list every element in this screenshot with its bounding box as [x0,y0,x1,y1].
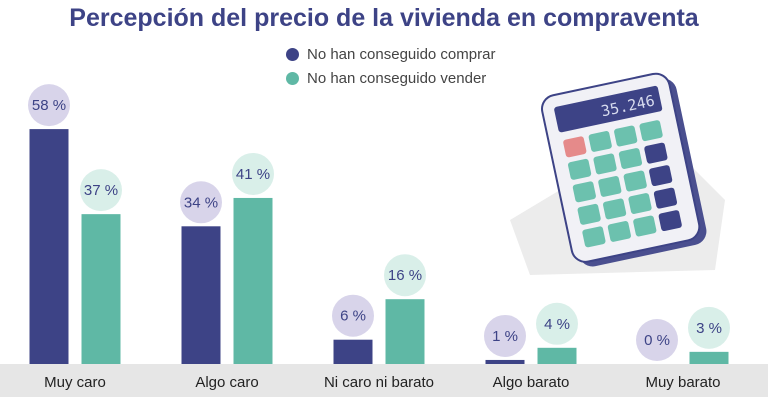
calculator-key-icon [628,193,652,214]
calculator-illustration: 35.246 [510,72,725,275]
value-bubble [180,181,222,224]
calculator-key-icon [577,203,601,225]
legend-item-vender: No han conseguido vender [286,66,495,90]
calculator-key-icon [598,176,622,197]
data-label: 3 % [696,320,722,337]
legend-item-comprar: No han conseguido comprar [286,42,495,66]
bar-comprar-0 [29,129,69,364]
calculator-key-icon [623,170,647,192]
bar-comprar-3 [485,359,525,364]
data-label: 1 % [492,328,518,345]
calculator-key-icon [588,131,612,152]
x-axis-band [0,364,768,397]
calculator-key-icon [658,210,682,232]
calculator-key-icon [593,153,617,175]
value-bubble [28,84,70,127]
data-label: 4 % [544,316,570,333]
calculator-key-icon [582,226,606,248]
bar-vender-0 [81,214,121,364]
legend: No han conseguido comprar No han consegu… [286,42,495,90]
legend-label-vender: No han conseguido vender [307,69,487,87]
data-label: 58 % [32,97,66,114]
calculator-key-icon [603,198,627,220]
calculator-key-icon [568,158,592,180]
bar-comprar-1 [181,226,221,364]
calculator-key-icon [633,215,657,237]
bar-comprar-2 [333,339,373,364]
calculator-key-icon [572,181,596,203]
calculator-key-icon [653,187,678,209]
value-bubble [536,302,578,345]
data-label: 34 % [184,194,218,211]
value-bubble [636,319,678,361]
calculator-key-icon [644,142,668,164]
calculator-key-icon [649,165,673,187]
data-label: 6 % [340,308,366,325]
category-label: Algo caro [195,374,258,391]
calculator-key-icon [563,136,587,158]
data-label: 41 % [236,166,270,183]
bar-vender-3 [537,347,577,364]
calculator-display [554,85,663,133]
calculator-key-icon [607,221,631,242]
calculator-key-icon [614,125,638,147]
bar-vender-4 [689,351,729,364]
calculator-key-icon [639,120,663,142]
chart-title: Percepción del precio de la vivienda en … [69,4,699,32]
data-label: 37 % [84,182,118,199]
calculator-key-icon [618,148,643,169]
value-bubble [384,254,426,297]
category-label: Algo barato [493,374,570,391]
legend-dot-icon [286,47,299,61]
value-bubble [232,152,274,195]
legend-label-comprar: No han conseguido comprar [307,45,496,63]
category-label: Ni caro ni barato [324,374,434,391]
value-bubble [332,294,374,337]
data-label: 0 % [644,332,670,349]
value-bubble [484,314,526,357]
value-bubble [80,169,122,212]
category-label: Muy caro [44,374,106,391]
category-label: Muy barato [645,374,720,391]
value-bubble [688,306,730,349]
bar-vender-1 [233,197,273,364]
legend-dot-icon [286,71,299,85]
data-label: 16 % [388,267,422,284]
bar-vender-2 [385,299,425,364]
